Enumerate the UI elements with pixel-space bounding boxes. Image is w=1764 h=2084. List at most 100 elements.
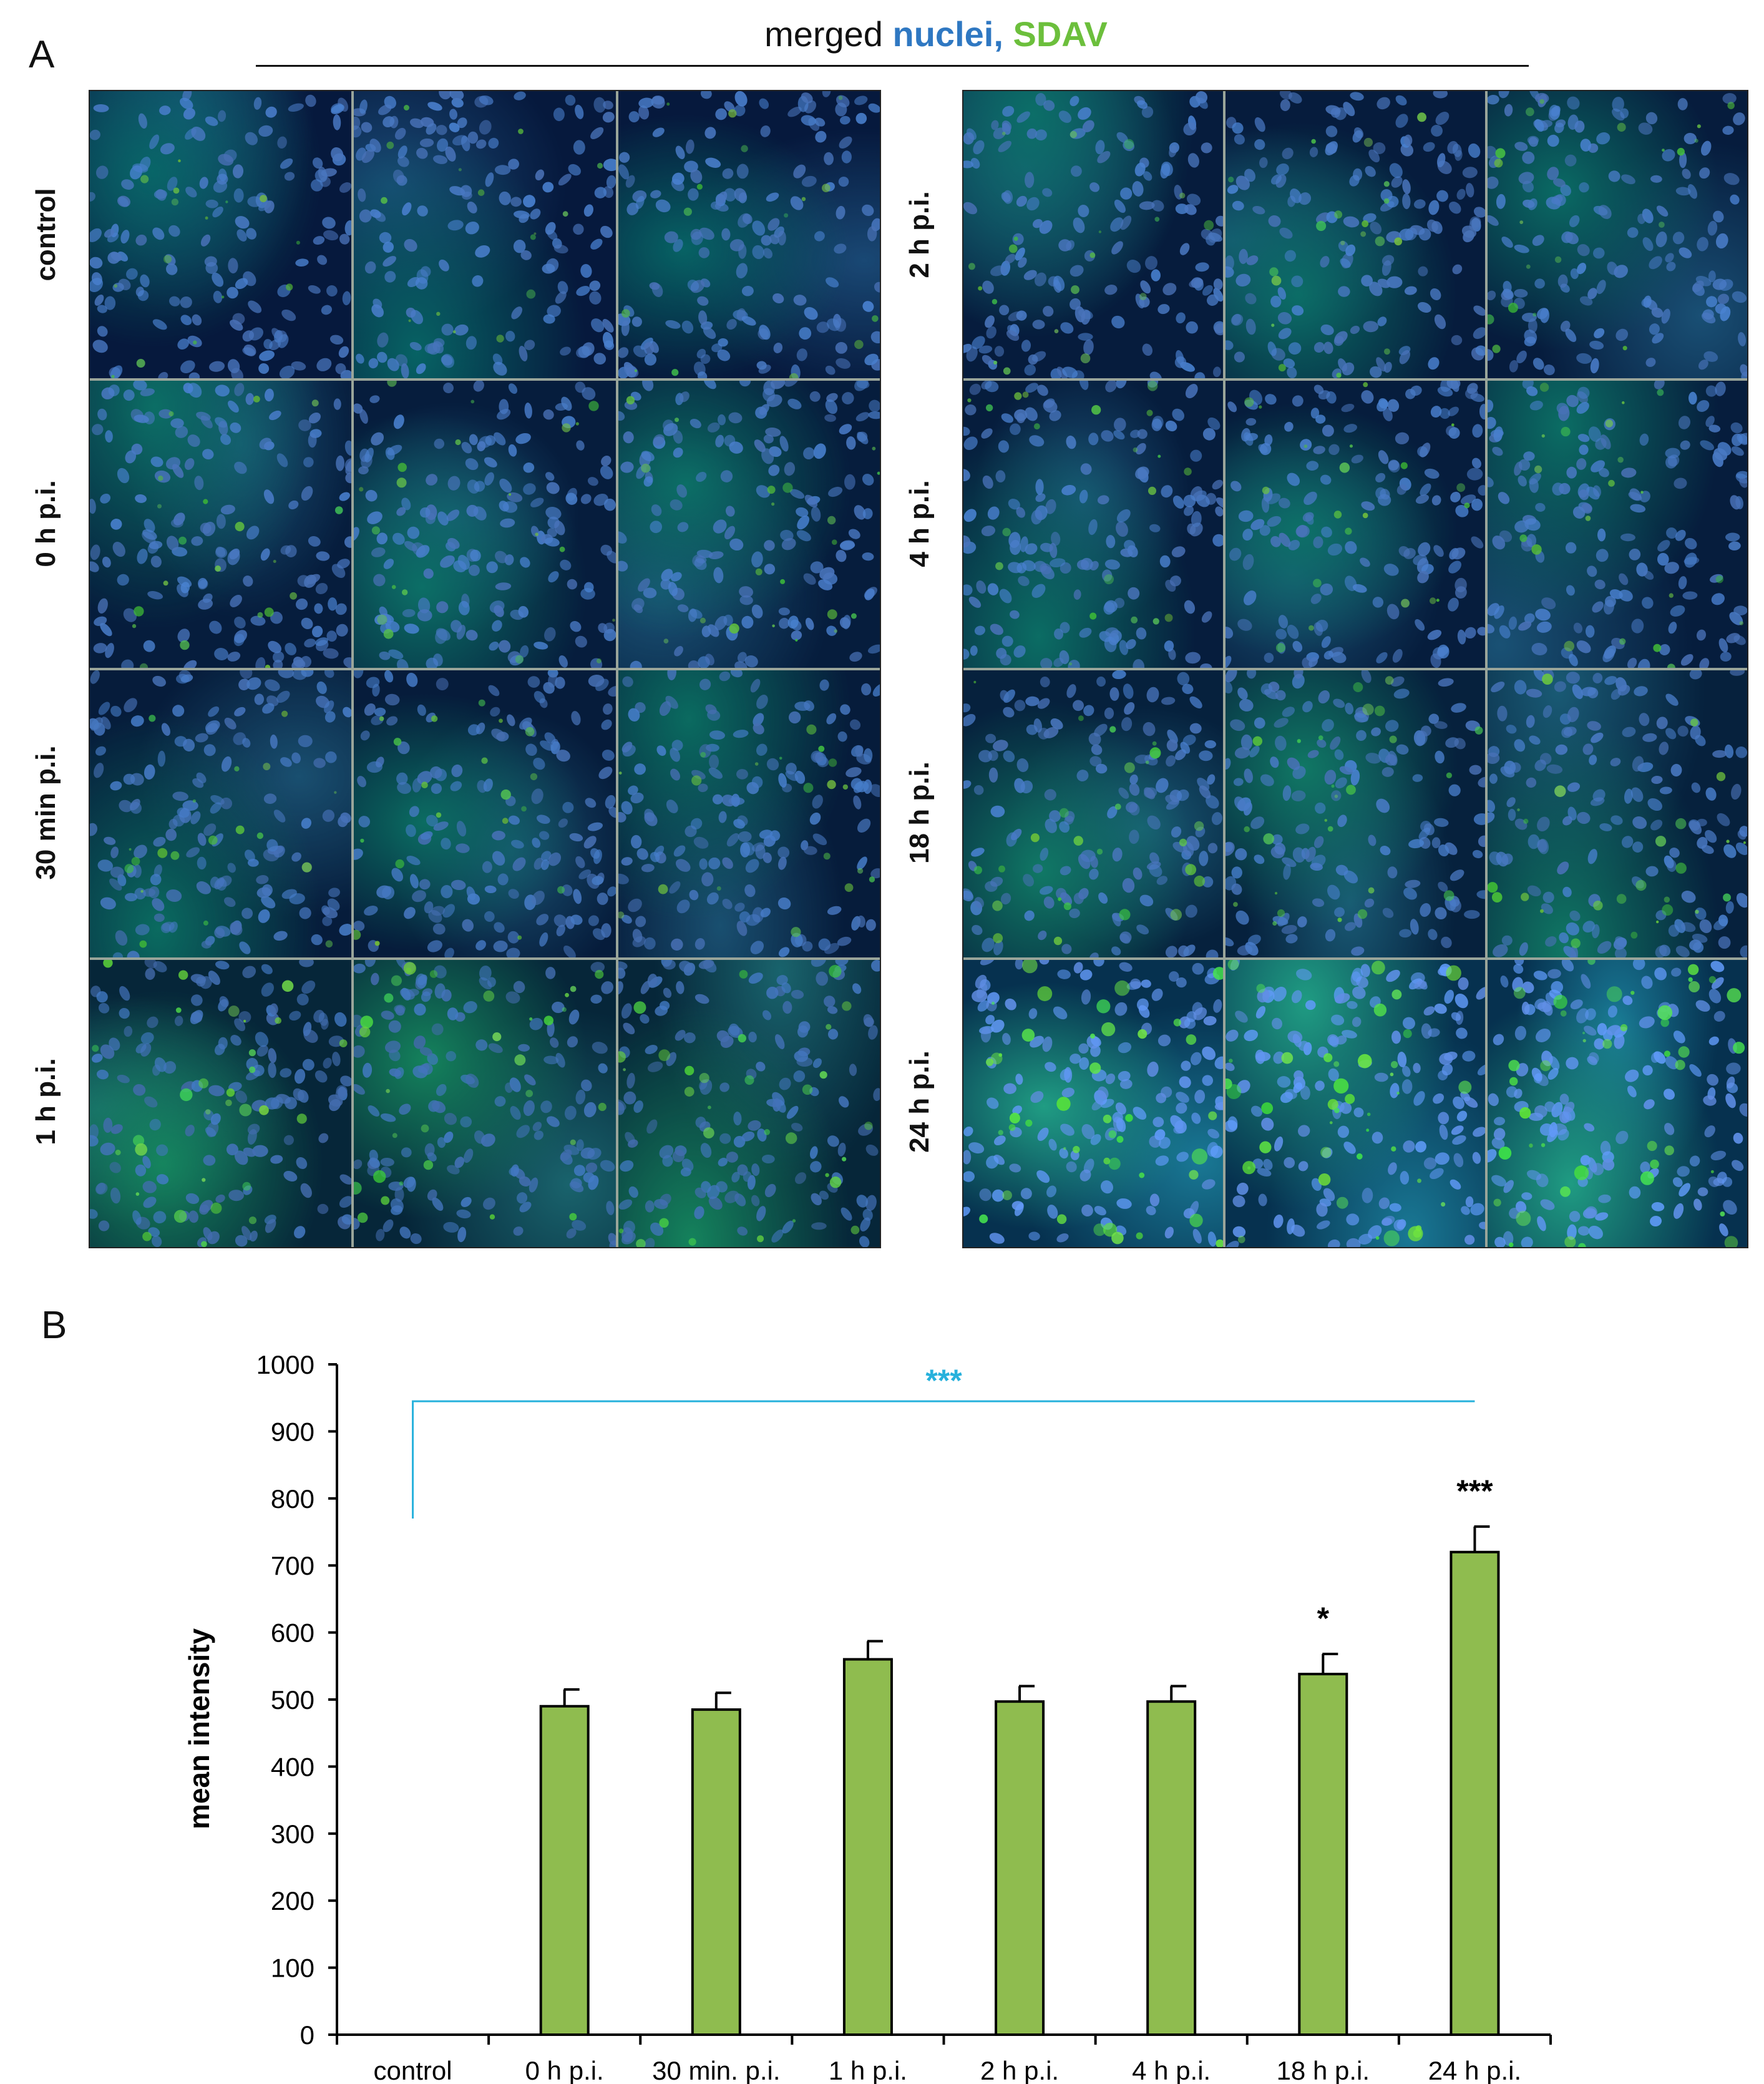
sdav-signal (782, 482, 793, 493)
nucleus (1045, 499, 1056, 514)
nucleus (447, 1007, 459, 1020)
nucleus (296, 993, 309, 1005)
nucleus (246, 677, 261, 690)
nucleus (201, 941, 212, 949)
nucleus (826, 318, 841, 331)
nucleus (1083, 339, 1094, 355)
nucleus (339, 1196, 352, 1208)
nucleus (1643, 295, 1652, 308)
nucleus (719, 671, 730, 682)
nucleus (1402, 193, 1411, 210)
nucleus (233, 164, 244, 179)
nucleus (311, 934, 323, 946)
nucleus (184, 458, 195, 470)
nucleus (468, 724, 480, 736)
nucleus (1565, 542, 1577, 554)
sdav-signal (158, 476, 163, 481)
nucleus (570, 914, 583, 925)
nucleus (687, 280, 699, 291)
nucleus (1279, 497, 1290, 509)
nucleus (247, 858, 259, 867)
nucleus (675, 145, 685, 160)
nucleus (1317, 739, 1327, 748)
nucleus (1184, 600, 1196, 614)
nucleus (1035, 93, 1046, 106)
nucleus (675, 981, 685, 994)
sdav-signal (1089, 612, 1097, 620)
nucleus (1479, 404, 1485, 420)
nucleus (1404, 286, 1417, 295)
nucleus (1388, 460, 1400, 471)
sdav-signal (559, 546, 565, 552)
nucleus (1501, 237, 1513, 248)
sdav-signal (1495, 148, 1506, 159)
nucleus (104, 836, 116, 845)
nucleus (1232, 200, 1244, 211)
sdav-signal (1311, 139, 1316, 144)
nucleus (1273, 1051, 1285, 1064)
nucleus (1566, 585, 1575, 596)
sdav-signal (1256, 984, 1265, 993)
nucleus (401, 987, 411, 1001)
nucleus (1528, 834, 1540, 849)
nucleus (1722, 125, 1734, 135)
nucleus (1112, 670, 1126, 680)
nucleus (1264, 689, 1279, 700)
sdav-signal (1109, 726, 1116, 733)
sdav-signal (699, 1073, 709, 1084)
nucleus (488, 137, 499, 149)
nucleus (1397, 1052, 1407, 1067)
nucleus (264, 200, 275, 213)
nucleus (1670, 763, 1682, 777)
micrograph-right-r1-c2 (1226, 91, 1485, 378)
nucleus (1350, 92, 1364, 101)
nucleus (1705, 416, 1715, 427)
nucleus (417, 974, 428, 986)
nucleus (398, 145, 408, 159)
nucleus (826, 625, 837, 636)
nucleus (1151, 269, 1161, 281)
nucleus (718, 1157, 728, 1167)
nucleus (314, 1070, 328, 1083)
sdav-signal (221, 295, 225, 299)
y-tick-label: 400 (271, 1752, 314, 1781)
nucleus (1587, 849, 1597, 864)
nucleus (1464, 627, 1476, 639)
sdav-signal (502, 818, 509, 824)
nucleus (1328, 1068, 1339, 1082)
nucleus (392, 532, 406, 545)
nucleus (97, 859, 113, 872)
nucleus (1733, 635, 1746, 645)
nucleus (354, 963, 366, 974)
nucleus (391, 868, 404, 882)
nucleus (1455, 150, 1463, 161)
nucleus (135, 494, 147, 503)
sdav-signal (1124, 139, 1134, 149)
nucleus (694, 994, 709, 1004)
nucleus (985, 315, 995, 328)
nucleus (784, 462, 795, 476)
nucleus (1565, 328, 1577, 342)
nucleus (1098, 892, 1108, 904)
sdav-signal (1308, 625, 1314, 631)
nucleus (169, 296, 180, 306)
nucleus (213, 290, 223, 303)
micrograph-left-r3-c2 (354, 670, 616, 957)
nucleus (1235, 273, 1251, 287)
sdav-signal (1058, 897, 1062, 901)
nucleus (371, 547, 386, 557)
sdav-signal (1694, 139, 1698, 143)
nucleus (1346, 1213, 1360, 1226)
nucleus (335, 363, 346, 374)
nucleus (97, 305, 107, 313)
sdav-signal (1070, 130, 1077, 139)
sdav-signal (779, 756, 782, 760)
nucleus (1255, 1049, 1265, 1064)
nucleus (359, 99, 368, 114)
nucleus (862, 1208, 873, 1221)
nucleus (1711, 593, 1725, 605)
nucleus (759, 98, 769, 109)
nucleus (753, 723, 764, 735)
nucleus (1369, 281, 1383, 296)
nucleus (1327, 543, 1343, 556)
